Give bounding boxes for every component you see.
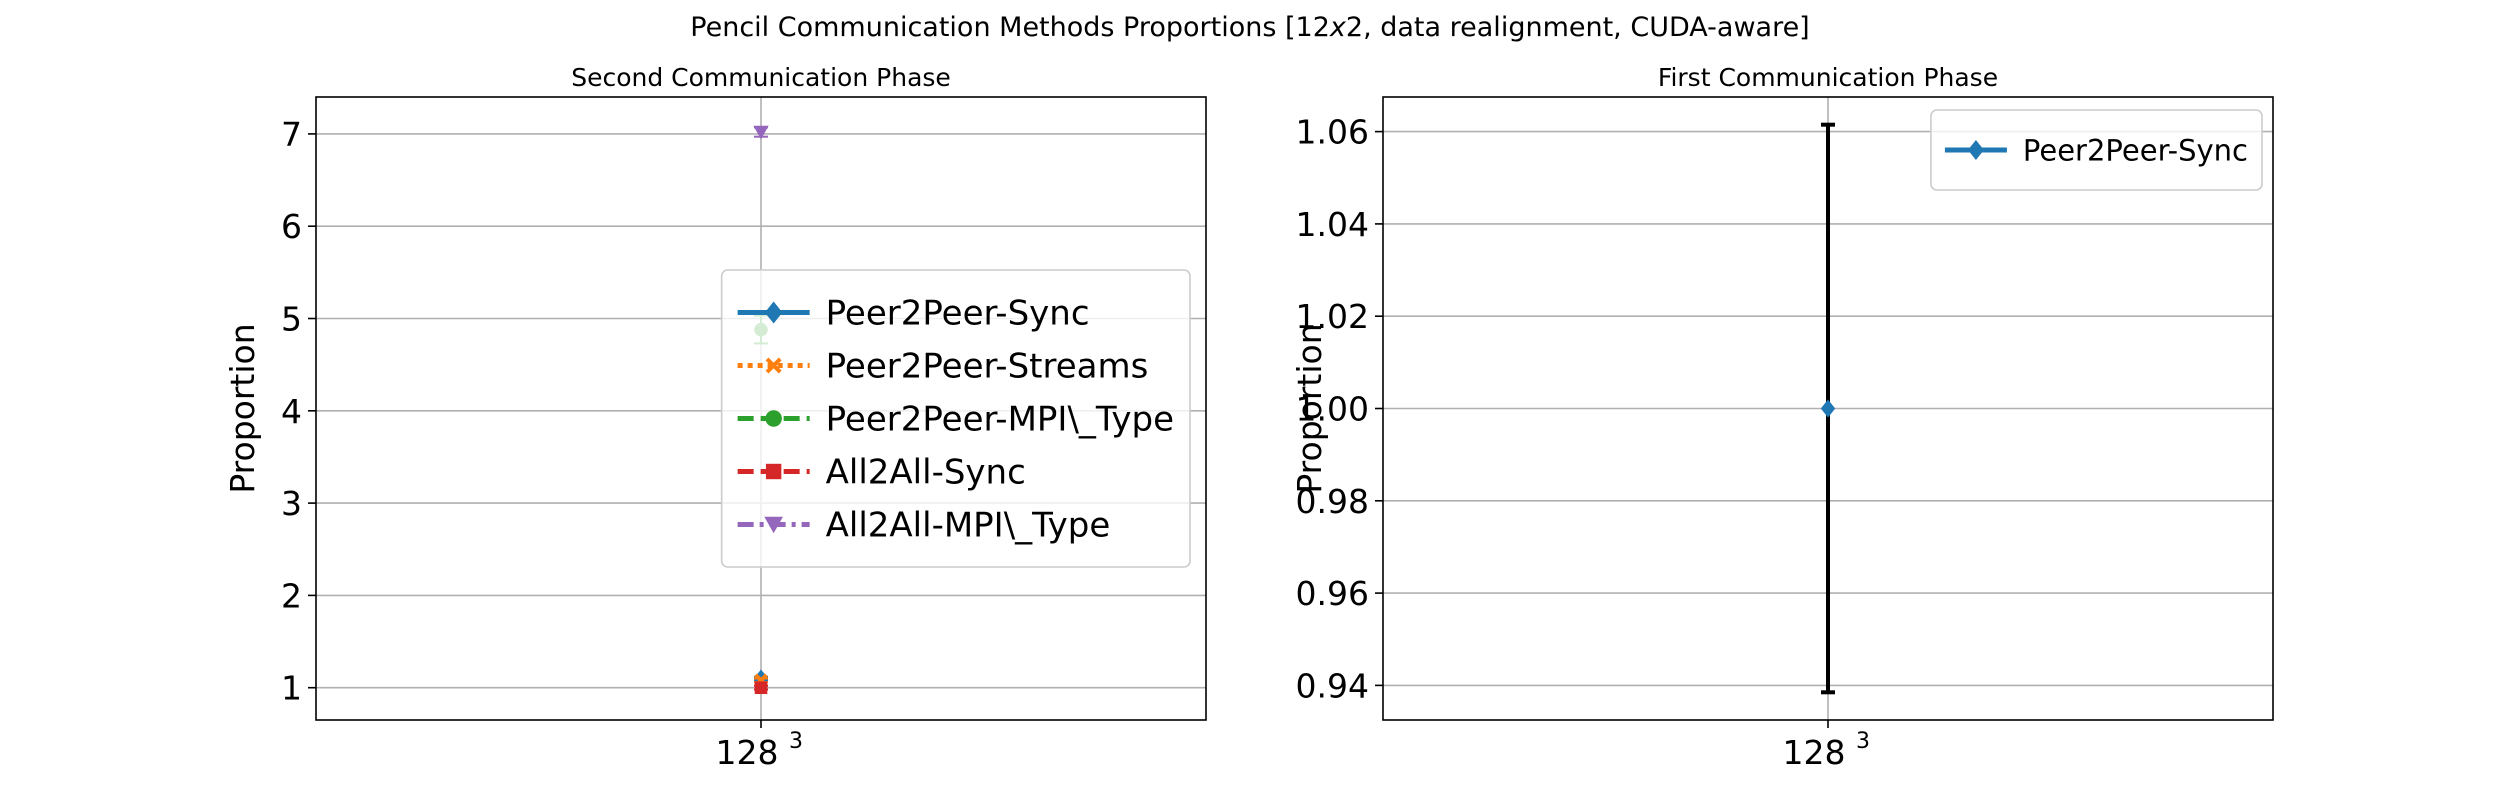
y-tick-label: 1.00 [1296, 390, 1369, 429]
figure-title-italic: x [1329, 12, 1346, 43]
data-point [753, 125, 769, 140]
right-chart-panel: 0.94 0.96 0.98 1.00 1.02 1.04 1.06 128 3 First Co… [1290, 63, 2274, 772]
legend-marker-shape [1967, 140, 1984, 160]
data-point-shape [754, 681, 768, 694]
data-point [1820, 399, 1836, 418]
legend-label: Peer2Peer-Sync [826, 294, 1090, 334]
left-chart-panel: 1 2 3 4 5 6 7 128 3 Second Communication Phase Pro… [223, 63, 1207, 772]
legend-label: Peer2Peer-MPI\_Type [826, 400, 1174, 440]
legend: Peer2Peer-Sync [1930, 109, 2263, 191]
legend-label: All2All-MPI\_Type [826, 506, 1111, 546]
y-tick-label: 1.04 [1296, 205, 1369, 244]
legend-item: Peer2Peer-Sync [737, 294, 1090, 334]
subplot-title: Second Communication Phase [571, 63, 951, 92]
legend-marker [765, 463, 782, 480]
subplot-title: First Communication Phase [1658, 63, 1998, 92]
legend-box [720, 269, 1191, 568]
data-point-shape [753, 125, 769, 140]
x-tick-label: 128 [1783, 733, 1846, 772]
x-tick-label-exponent: 3 [789, 729, 803, 754]
figure-title-main: Pencil Communication Methods Proportions… [690, 12, 1330, 43]
y-tick-label: 1.02 [1296, 297, 1369, 336]
x-tick-label-exponent: 3 [1856, 729, 1870, 754]
legend: Peer2Peer-Sync Peer2Peer-Streams Peer2Peer… [720, 269, 1191, 568]
y-tick-label: 3 [281, 484, 302, 523]
y-tick-label: 1 [281, 669, 302, 708]
legend-label: Peer2Peer-Sync [2023, 133, 2248, 167]
x-tick-label: 128 [716, 733, 779, 772]
legend-marker [765, 410, 782, 427]
y-tick-label: 5 [281, 300, 302, 339]
legend-item: Peer2Peer-Streams [737, 347, 1149, 387]
y-axis-label: Proportion [1290, 323, 1329, 493]
legend-label: Peer2Peer-Streams [826, 347, 1149, 387]
y-tick-label: 2 [281, 576, 302, 615]
data-point [754, 681, 768, 694]
legend-marker-shape [765, 463, 782, 480]
y-tick-label: 0.94 [1296, 666, 1369, 705]
y-tick-label: 1.06 [1296, 113, 1369, 152]
legend-marker [1967, 140, 1984, 160]
y-tick-label: 7 [281, 115, 302, 154]
legend-box [1930, 109, 2263, 191]
legend-label: All2All-Sync [826, 453, 1026, 493]
y-tick-label: 4 [281, 392, 302, 431]
legend-marker-shape-b [765, 357, 782, 374]
y-tick-label: 0.96 [1296, 574, 1369, 613]
legend-item: Peer2Peer-MPI\_Type [737, 400, 1174, 440]
legend-item: All2All-MPI\_Type [737, 506, 1111, 546]
legend-item: All2All-Sync [737, 453, 1026, 493]
data-point-shape [1820, 399, 1836, 418]
y-tick-label: 0.98 [1296, 482, 1369, 521]
legend-item: Peer2Peer-Sync [1944, 133, 2248, 167]
legend-marker-shape [764, 516, 783, 534]
y-axis-label: Proportion [223, 323, 262, 493]
legend-marker [764, 516, 783, 534]
series-marks [1820, 122, 1836, 695]
y-tick-label: 6 [281, 207, 302, 246]
figure-title-rest: 2, data realignment, CUDA-aware] [1345, 12, 1810, 43]
figure-title: Pencil Communication Methods Proportions… [0, 12, 2500, 43]
legend-marker [765, 357, 782, 374]
legend-marker-shape [765, 410, 782, 427]
